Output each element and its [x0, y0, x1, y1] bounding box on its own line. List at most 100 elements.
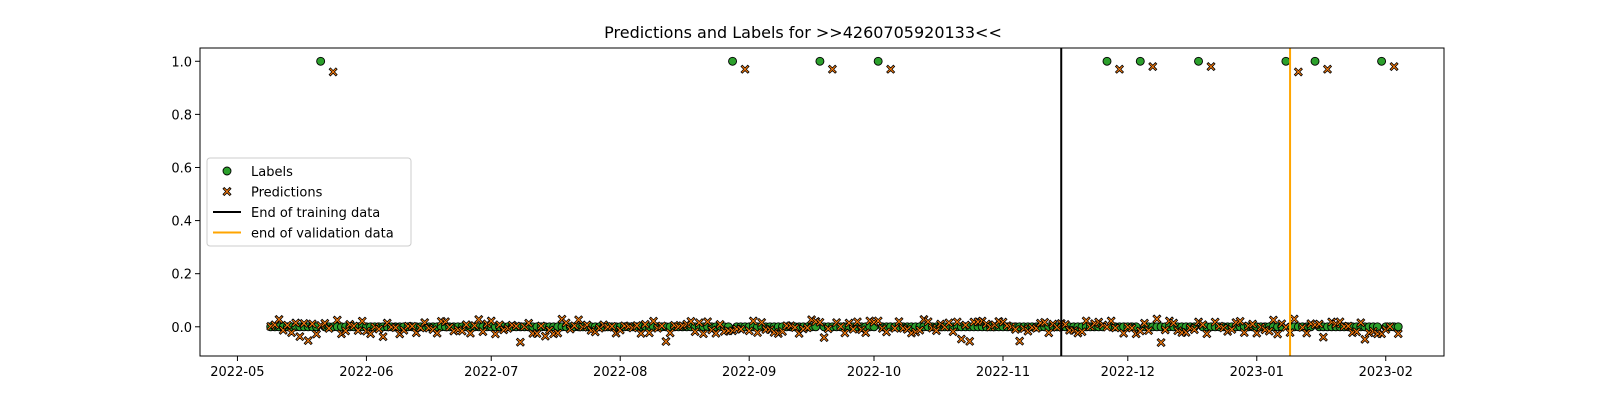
y-tick-label: 0.2 [171, 268, 192, 283]
prediction-point [1110, 323, 1120, 333]
legend-labels-marker [222, 166, 232, 176]
prediction-point [881, 327, 892, 337]
prediction-point [886, 64, 896, 74]
prediction-point [1206, 62, 1216, 72]
prediction-point [948, 327, 958, 337]
x-tick-label: 2023-01 [1230, 365, 1284, 380]
prediction-point [1318, 332, 1328, 342]
prediction-point [291, 318, 301, 328]
label-point [1377, 56, 1387, 66]
prediction-point [465, 328, 476, 338]
prediction-point [827, 64, 837, 74]
prediction-point [823, 324, 833, 334]
label-point [1102, 56, 1112, 66]
prediction-point [861, 328, 871, 338]
prediction-point [915, 325, 925, 335]
prediction-point [657, 321, 667, 331]
prediction-point [307, 319, 317, 329]
prediction-point [1389, 62, 1399, 72]
chart-title: Predictions and Labels for >>42607059201… [604, 23, 1002, 42]
prediction-point [944, 318, 954, 328]
prediction-point [1010, 324, 1021, 334]
prediction-point [295, 332, 305, 342]
legend-entry-label: End of training data [251, 206, 380, 221]
legend-predictions-marker [222, 186, 232, 197]
prediction-point [511, 321, 521, 331]
prediction-point [1169, 318, 1179, 328]
x-tick-label: 2022-07 [464, 365, 518, 380]
prediction-point [736, 324, 746, 334]
legend-entry-label: Predictions [251, 186, 323, 201]
prediction-point [1264, 326, 1274, 336]
prediction-point [474, 314, 484, 325]
prediction-point [686, 316, 696, 326]
prediction-point [1044, 328, 1054, 338]
prediction-point [952, 317, 962, 327]
legend-box [206, 157, 412, 247]
prediction-point [1322, 64, 1333, 74]
prediction-point [848, 324, 858, 334]
prediction-point [1152, 314, 1162, 324]
prediction-point [1289, 314, 1299, 324]
prediction-point [1139, 318, 1150, 328]
prediction-point [274, 314, 284, 324]
prediction-point [690, 327, 700, 337]
prediction-point [286, 328, 297, 338]
y-axis: 0.0 0.2 0.4 0.6 0.8 1.0 [171, 55, 200, 336]
prediction-point [490, 329, 500, 339]
prediction-point [1156, 337, 1166, 348]
prediction-point [1148, 62, 1158, 72]
prediction-point [1015, 336, 1025, 346]
prediction-point [311, 329, 322, 339]
prediction-point [282, 320, 292, 330]
y-tick-label: 0.4 [171, 215, 192, 230]
prediction-point [840, 328, 850, 338]
label-point [1310, 56, 1320, 66]
x-tick-label: 2022-08 [593, 365, 647, 380]
label-point [1194, 56, 1203, 66]
prediction-point [1268, 315, 1278, 325]
prediction-point [461, 320, 471, 330]
prediction-point [965, 336, 975, 346]
label-point [728, 56, 737, 66]
prediction-point [1144, 326, 1154, 336]
x-tick-label: 2022-05 [210, 365, 264, 380]
prediction-point [819, 333, 829, 343]
prediction-point [1385, 322, 1395, 332]
prediction-point [486, 316, 496, 326]
prediction-point [632, 320, 642, 331]
prediction-point [1135, 326, 1145, 336]
legend-entry-label: Labels [251, 165, 293, 180]
prediction-point [698, 329, 708, 339]
prediction-point [694, 318, 704, 328]
prediction-point [752, 328, 763, 338]
prediction-point [1356, 318, 1366, 328]
prediction-point [636, 328, 646, 338]
label-point [873, 56, 883, 66]
prediction-point [357, 316, 367, 326]
prediction-point [644, 328, 654, 338]
prediction-point [1273, 329, 1283, 339]
x-tick-label: 2022-09 [722, 365, 776, 380]
prediction-point [1202, 329, 1212, 339]
prediction-point [1248, 319, 1258, 329]
prediction-point [328, 67, 338, 77]
prediction-point [1077, 327, 1087, 337]
x-axis: 2022-05 2022-06 2022-07 2022-08 2022-09 2022-… [210, 356, 1413, 380]
prediction-point [665, 328, 675, 338]
prediction-point [532, 329, 542, 339]
prediction-point [1160, 325, 1170, 335]
prediction-point [1198, 320, 1208, 330]
prediction-point [748, 316, 758, 326]
prediction-point [536, 321, 546, 331]
prediction-point [711, 328, 721, 338]
label-point [1393, 322, 1403, 332]
prediction-point [553, 328, 563, 338]
prediction-point [1235, 316, 1245, 326]
label-point [316, 56, 326, 66]
prediction-point [324, 323, 334, 333]
prediction-point [1293, 67, 1303, 77]
prediction-point [1189, 325, 1199, 335]
reference-lines [1060, 48, 1292, 356]
